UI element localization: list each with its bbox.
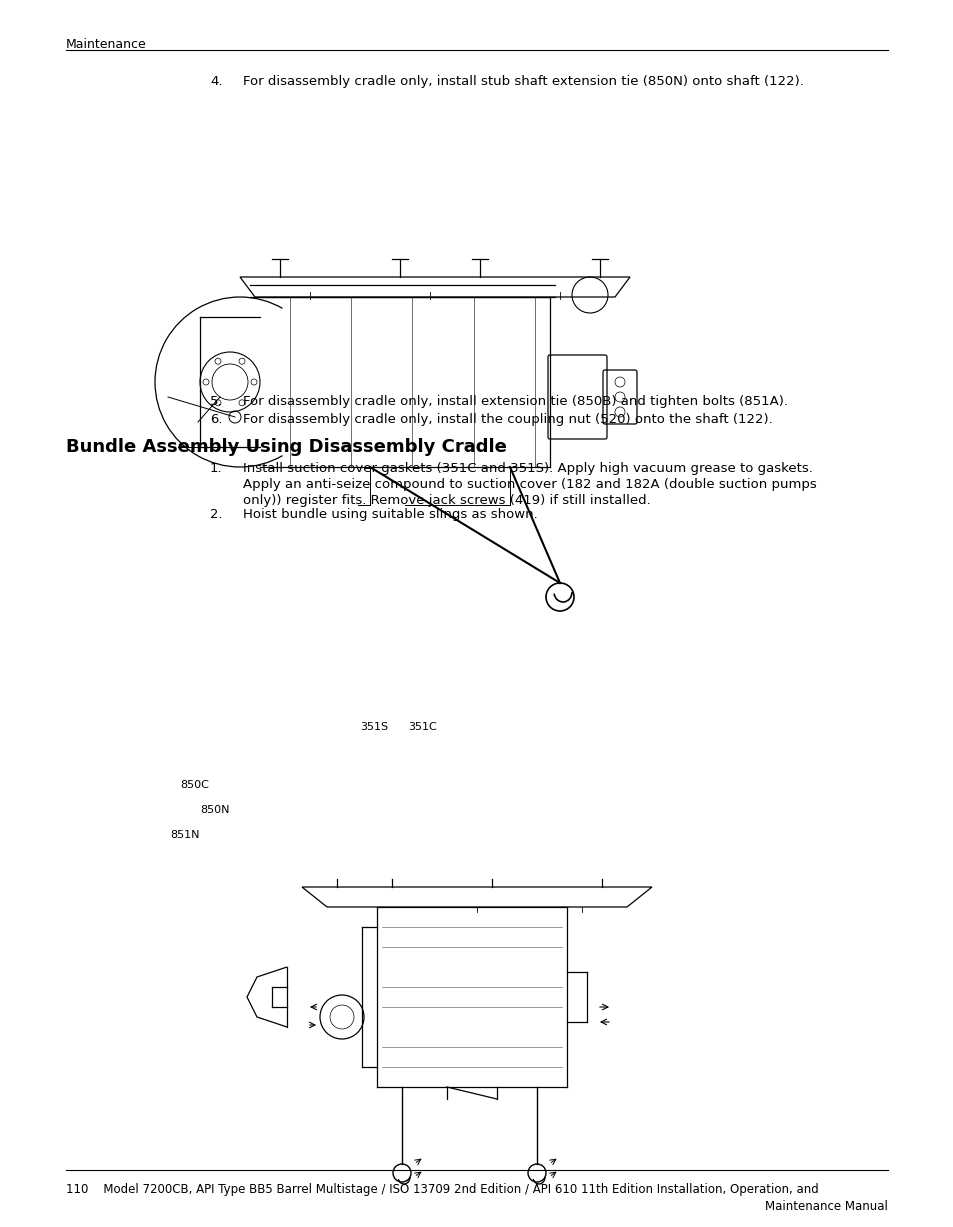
Text: 1.: 1. [210,463,222,475]
Text: 110    Model 7200CB, API Type BB5 Barrel Multistage / ISO 13709 2nd Edition / AP: 110 Model 7200CB, API Type BB5 Barrel Mu… [66,1183,818,1196]
Text: Bundle Assembly Using Disassembly Cradle: Bundle Assembly Using Disassembly Cradle [66,438,506,456]
Text: Hoist bundle using suitable slings as shown.: Hoist bundle using suitable slings as sh… [243,508,537,521]
Text: only)) register fits. Remove jack screws (419) if still installed.: only)) register fits. Remove jack screws… [243,494,650,507]
Text: 6.: 6. [210,413,222,426]
Text: Install suction cover gaskets (351C and 351S). Apply high vacuum grease to gaske: Install suction cover gaskets (351C and … [243,463,812,475]
Text: 850N: 850N [200,805,230,815]
Text: 4.: 4. [210,75,222,88]
Text: 5.: 5. [210,395,222,409]
Text: Apply an anti-seize compound to suction cover (182 and 182A (double suction pump: Apply an anti-seize compound to suction … [243,479,816,491]
Text: 351S: 351S [359,721,388,733]
Text: 851N: 851N [170,829,199,840]
Text: 2.: 2. [210,508,222,521]
Text: For disassembly cradle only, install stub shaft extension tie (850N) onto shaft : For disassembly cradle only, install stu… [243,75,803,88]
Text: 850C: 850C [180,780,209,790]
Text: Maintenance Manual: Maintenance Manual [764,1200,887,1214]
Text: For disassembly cradle only, install extension tie (850B) and tighten bolts (851: For disassembly cradle only, install ext… [243,395,787,409]
Text: Maintenance: Maintenance [66,38,147,52]
Text: 351C: 351C [408,721,436,733]
Text: For disassembly cradle only, install the coupling nut (520) onto the shaft (122): For disassembly cradle only, install the… [243,413,772,426]
